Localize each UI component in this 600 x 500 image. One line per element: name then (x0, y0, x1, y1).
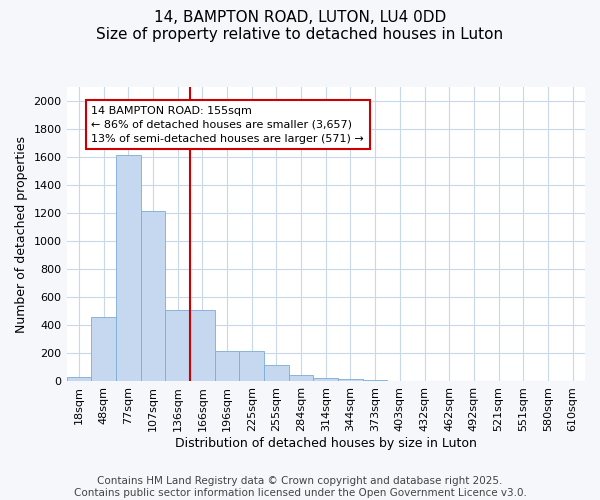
Bar (116, 154, 140, 382)
Bar (190, 310, 215, 382)
Text: Contains HM Land Registry data © Crown copyright and database right 2025.
Contai: Contains HM Land Registry data © Crown c… (74, 476, 526, 498)
Bar (338, 380, 363, 382)
Text: 14 BAMPTON ROAD: 155sqm
← 86% of detached houses are smaller (3,657)
13% of semi: 14 BAMPTON ROAD: 155sqm ← 86% of detache… (91, 106, 364, 144)
Text: 14, BAMPTON ROAD, LUTON, LU4 0DD
Size of property relative to detached houses in: 14, BAMPTON ROAD, LUTON, LU4 0DD Size of… (97, 10, 503, 42)
Bar (313, 378, 338, 382)
Bar (165, 310, 190, 382)
Bar (289, 375, 313, 382)
Bar (67, 378, 91, 382)
Y-axis label: Number of detached properties: Number of detached properties (15, 136, 28, 333)
Bar (215, 350, 239, 382)
Bar (363, 380, 388, 382)
X-axis label: Distribution of detached houses by size in Luton: Distribution of detached houses by size … (175, 437, 477, 450)
Bar (140, 212, 165, 382)
Bar (264, 366, 289, 382)
Bar (91, 317, 116, 382)
Bar (239, 352, 264, 382)
